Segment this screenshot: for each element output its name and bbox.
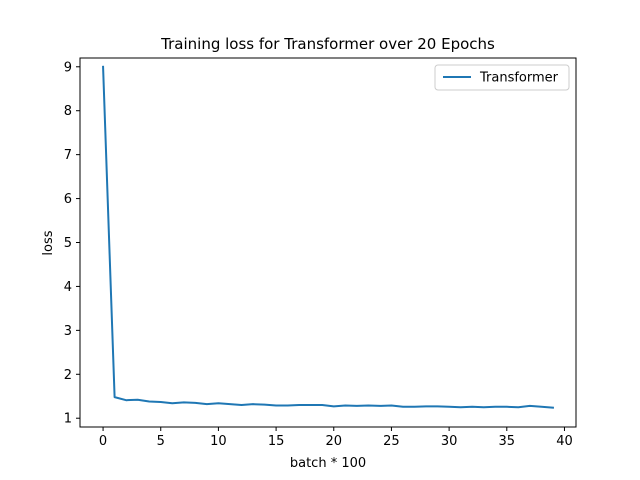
- chart-title: Training loss for Transformer over 20 Ep…: [160, 35, 495, 53]
- legend-label: Transformer: [479, 71, 559, 86]
- x-tick-label: 15: [268, 434, 285, 449]
- x-axis: 0 5 10 15 20 25 30 35 40: [99, 427, 573, 449]
- y-tick-label: 1: [64, 412, 72, 427]
- series-layer: [102, 65, 555, 409]
- x-axis-label: batch * 100: [290, 456, 366, 471]
- x-tick-label: 35: [499, 434, 516, 449]
- y-tick-label: 2: [64, 368, 72, 383]
- y-axis: 1 2 3 4 5 6 7 8 9: [64, 60, 80, 427]
- y-tick-label: 6: [64, 192, 72, 207]
- y-tick-label: 8: [64, 104, 72, 119]
- x-tick-label: 5: [157, 434, 165, 449]
- x-tick-label: 30: [441, 434, 458, 449]
- legend: Transformer: [434, 64, 570, 91]
- legend-box: [434, 64, 570, 91]
- x-tick-label: 25: [383, 434, 400, 449]
- y-tick-label: 5: [64, 236, 72, 251]
- y-axis-label: loss: [41, 230, 56, 255]
- series-line: [102, 65, 555, 409]
- x-tick-label: 40: [556, 434, 573, 449]
- x-tick-label: 0: [99, 434, 107, 449]
- y-tick-label: 4: [64, 280, 72, 295]
- y-tick-label: 7: [64, 148, 72, 163]
- x-tick-label: 10: [210, 434, 227, 449]
- y-tick-label: 3: [64, 324, 72, 339]
- x-tick-label: 20: [325, 434, 342, 449]
- y-tick-label: 9: [64, 60, 72, 75]
